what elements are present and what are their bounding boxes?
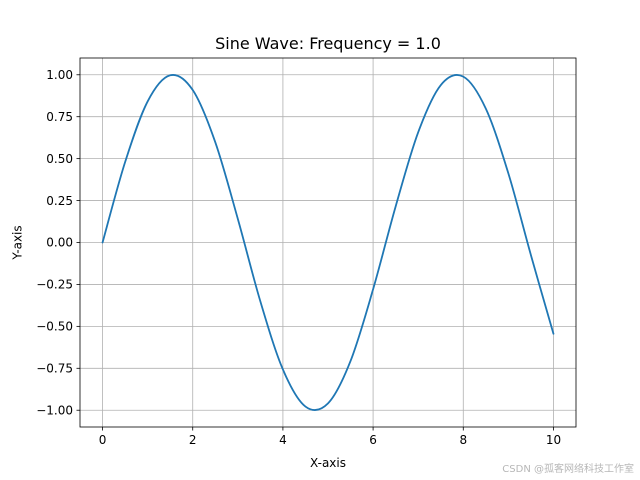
- grid-lines: [80, 58, 576, 427]
- y-tick-label: 1.00: [46, 68, 73, 82]
- x-axis-label: X-axis: [310, 456, 346, 470]
- x-tick-label: 8: [459, 433, 467, 447]
- x-tick-label: 6: [369, 433, 377, 447]
- y-tick-label: 0.25: [46, 194, 73, 208]
- x-tick-label: 0: [99, 433, 107, 447]
- y-axis-label: Y-axis: [11, 225, 25, 260]
- y-tick-label: −0.75: [36, 361, 73, 375]
- y-tick-label: −1.00: [36, 403, 73, 417]
- sine-wave-line: [101, 74, 555, 411]
- watermark-text: CSDN @孤客网络科技工作室: [502, 464, 634, 475]
- y-tick-label: −0.25: [36, 278, 73, 292]
- y-tick-label: 0.50: [46, 152, 73, 166]
- chart-title: Sine Wave: Frequency = 1.0: [215, 34, 441, 53]
- x-tick-label: 10: [546, 433, 561, 447]
- y-tick-label: 0.00: [46, 236, 73, 250]
- series-layer: [101, 74, 555, 411]
- y-tick-label: 0.75: [46, 110, 73, 124]
- x-tick-label: 4: [279, 433, 287, 447]
- axis-ticks: 0 2 4 6 8 10 1.00 0.75 0.50 0.25 0.00 −0.25 −0.50 −0.…: [36, 68, 561, 447]
- x-tick-label: 2: [189, 433, 197, 447]
- y-tick-label: −0.50: [36, 320, 73, 334]
